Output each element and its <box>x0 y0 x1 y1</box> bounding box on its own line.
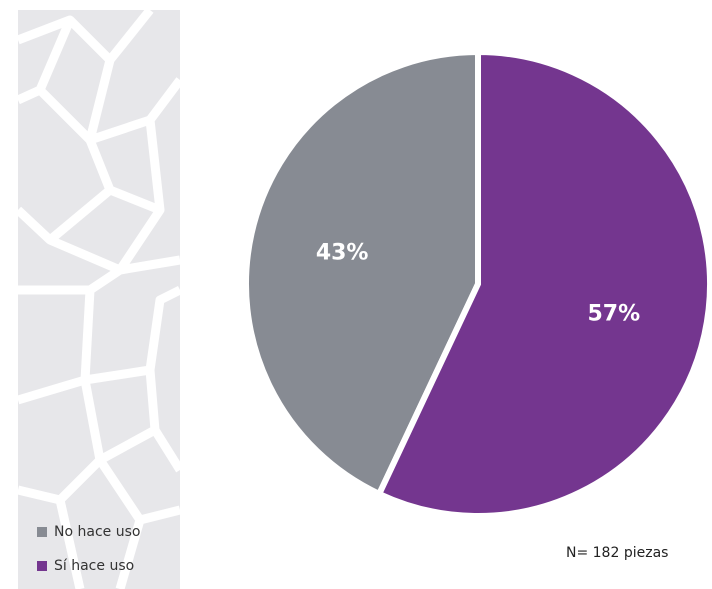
slice-label: 57% <box>588 301 641 326</box>
annotation: N= 182 piezas <box>566 545 668 561</box>
slice-label: 43% <box>316 241 369 266</box>
decorative-pattern <box>18 10 180 589</box>
legend-swatch <box>37 561 47 571</box>
legend-label: Sí hace uso <box>54 558 134 574</box>
legend-label: No hace uso <box>54 524 140 540</box>
pie: 43% 57% <box>246 52 710 516</box>
legend-swatch <box>37 527 47 537</box>
chart: 43% 57% No hace uso Sí hace uso N= 182 pie… <box>0 0 712 589</box>
